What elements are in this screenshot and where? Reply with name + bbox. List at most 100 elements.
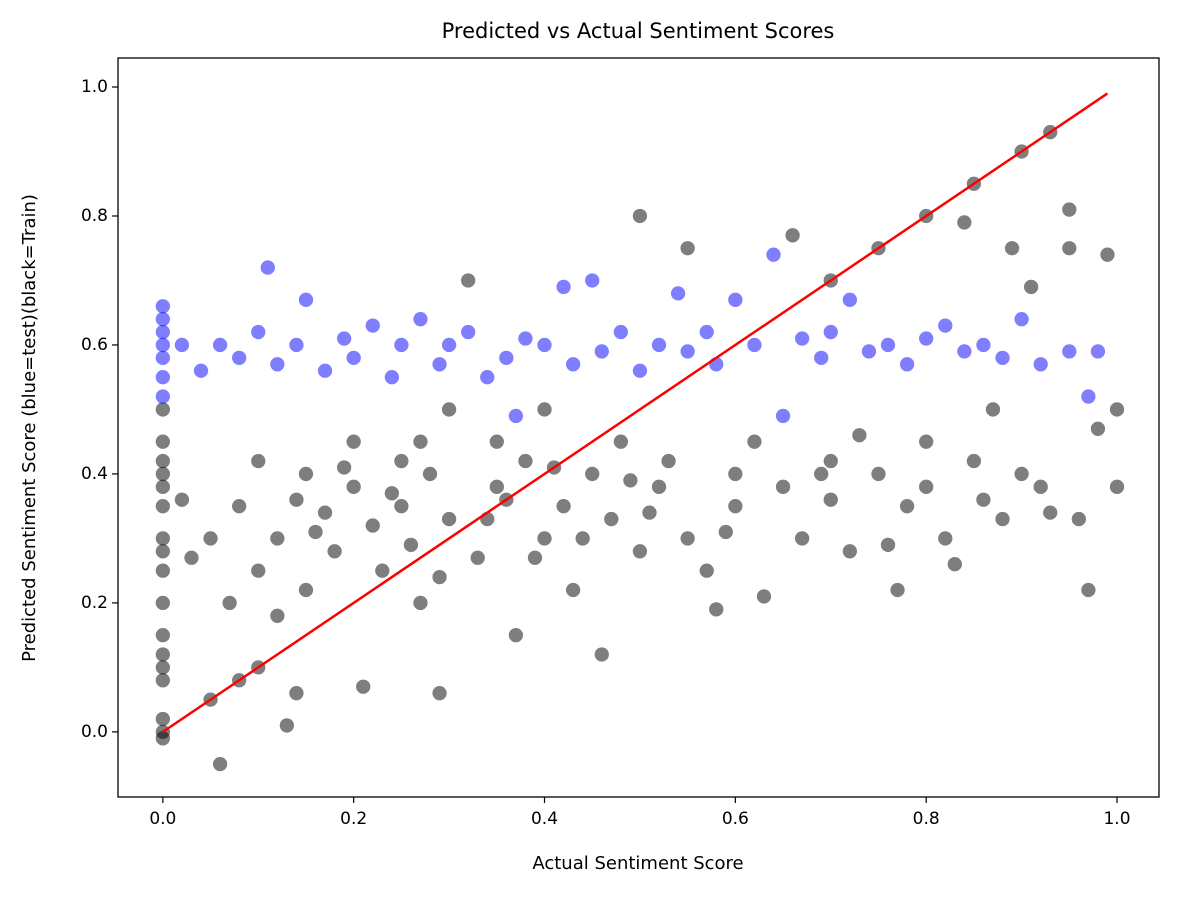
point [1014,312,1029,327]
point [184,550,199,565]
point [432,357,447,372]
point [976,492,991,507]
point [203,531,218,546]
point [327,544,342,559]
x-tick-label: 0.8 [913,809,940,829]
point [155,627,170,643]
point [699,324,714,340]
point [537,402,552,417]
point [155,499,170,514]
point [174,492,190,507]
point [317,505,333,520]
point [251,324,266,340]
point [709,602,724,617]
point [1062,241,1077,256]
point [346,479,361,494]
point [375,563,390,578]
point [899,357,915,372]
point [432,686,447,701]
point [270,357,285,372]
point [155,312,170,327]
point [1062,202,1077,217]
point [919,434,934,449]
point [632,208,648,224]
point [155,324,170,340]
point [308,524,323,540]
point [718,524,733,540]
point [413,434,428,449]
point [594,647,609,662]
point [613,434,628,449]
point [251,563,266,578]
point [155,466,170,482]
point [947,557,962,572]
point [317,363,333,378]
point [489,479,504,494]
point [651,337,667,353]
point [403,537,419,553]
point [995,350,1010,366]
x-tick-label: 0.6 [722,809,749,829]
point [365,518,380,533]
point [1090,344,1106,359]
point [356,679,371,694]
point [1100,247,1115,262]
point [537,337,552,353]
point [957,215,972,230]
y-axis-label: Predicted Sentiment Score (blue=test)(bl… [19,194,40,662]
point [919,479,934,494]
point [976,337,991,353]
line [162,92,1109,733]
y-tick-label: 1.0 [81,77,108,97]
point [480,370,495,385]
point [880,337,896,353]
point [155,595,170,611]
point [346,434,361,449]
point [527,550,543,565]
point [861,344,877,359]
point [957,344,972,359]
point [890,582,905,598]
x-tick-label: 1.0 [1103,809,1130,829]
point [766,247,781,262]
point [966,453,982,469]
point [155,337,170,353]
x-tick-label: 0.4 [531,809,558,829]
y-tick-label: 0.2 [81,593,108,613]
y-tick-label: 0.4 [81,464,108,484]
point [537,531,552,546]
point [432,569,447,585]
point [422,466,438,482]
point [1014,466,1029,482]
point [508,408,524,424]
point [899,499,915,514]
point [336,331,352,346]
point [365,318,380,333]
point [155,673,170,688]
point [413,595,428,611]
point [279,718,295,733]
point [174,337,190,353]
point [728,499,743,514]
point [518,331,533,346]
point [155,544,170,559]
point [394,499,409,514]
point [556,279,571,295]
point [823,453,838,469]
point [155,402,170,417]
point [155,453,170,469]
point [565,582,581,598]
point [470,550,485,565]
point [489,434,504,449]
point [670,286,686,301]
point [651,479,667,494]
point [585,466,600,482]
point [298,292,314,307]
point [441,511,457,527]
point [632,544,648,559]
point [155,731,170,746]
point [852,428,867,443]
point [222,595,237,611]
point [394,337,409,353]
point [232,499,247,514]
